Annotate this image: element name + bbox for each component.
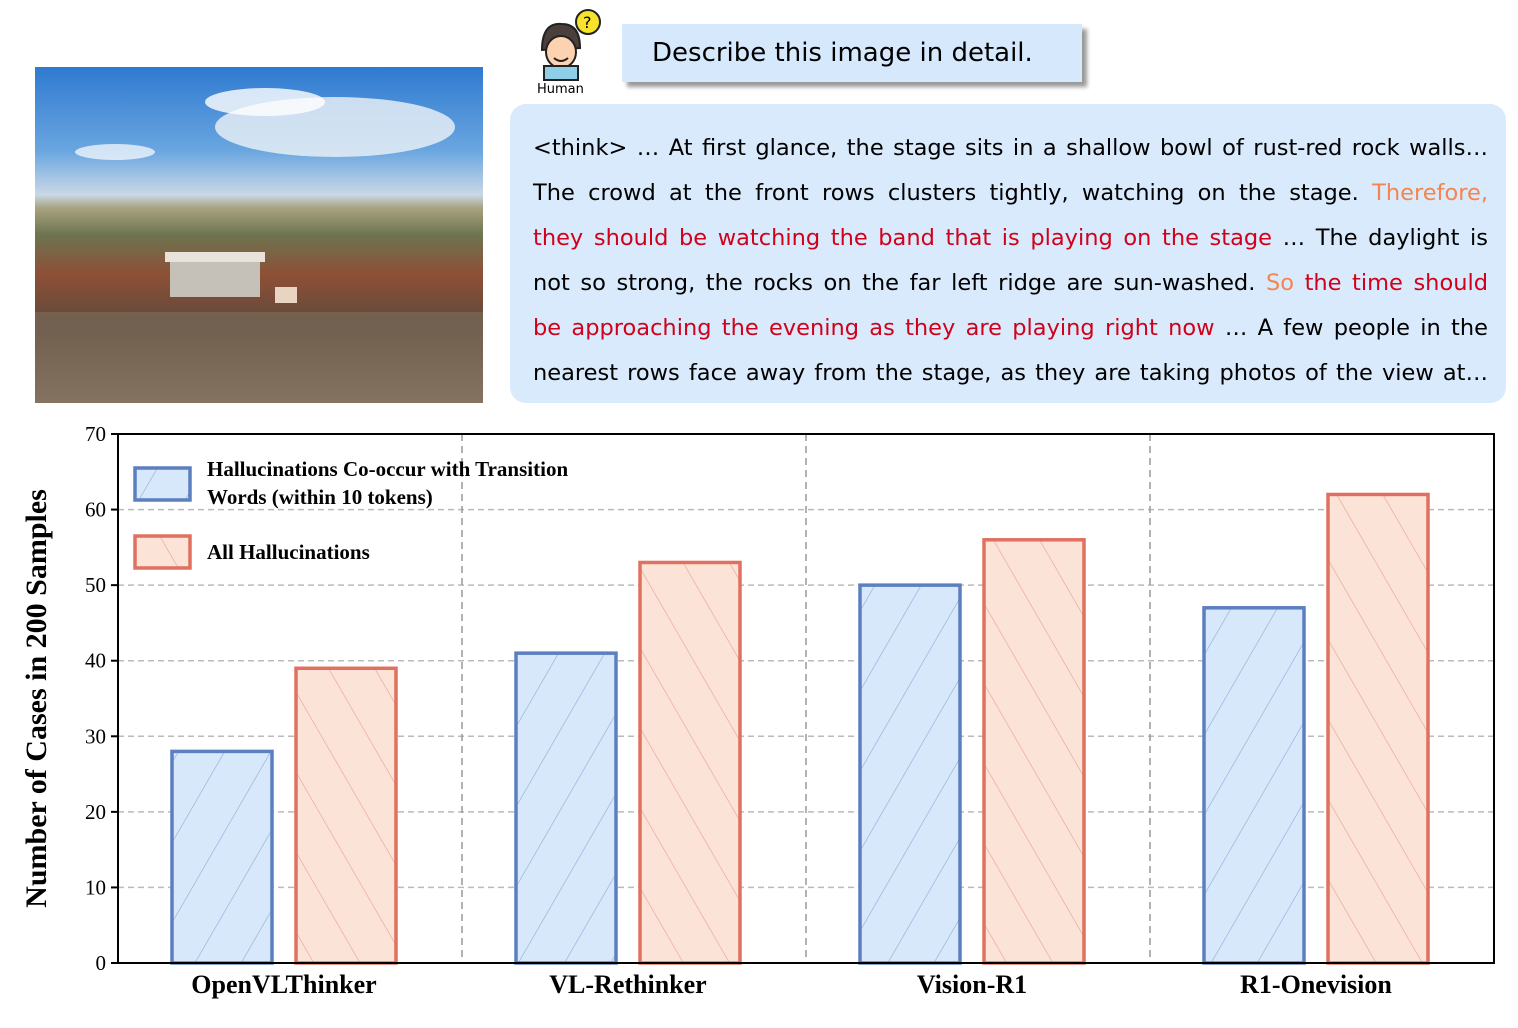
bar-transition-hallucinations — [1202, 606, 1306, 965]
y-tick-label: 50 — [85, 573, 106, 597]
response-segment: the time should — [1294, 270, 1489, 296]
prompt-bubble: Describe this image in detail. — [622, 24, 1082, 82]
legend-label: Hallucinations Co-occur with Transition — [207, 457, 568, 481]
amphitheater-illustration — [35, 88, 483, 403]
response-segment: be approaching the evening as they are p… — [533, 315, 1215, 341]
plot-frame — [117, 433, 1495, 964]
x-tick-label: R1-Onevision — [1240, 970, 1392, 999]
response-line: not so strong, the rocks on the far left… — [533, 261, 1488, 306]
bar-all-hallucinations — [638, 560, 742, 965]
response-segment: <think> … At first glance, the stage sit… — [533, 135, 1488, 161]
response-segment: they should be watching the band that is… — [533, 225, 1273, 251]
y-tick-label: 0 — [96, 951, 107, 975]
y-tick-label: 30 — [85, 724, 106, 748]
response-segment: Therefore, — [1372, 180, 1488, 206]
response-segment: So — [1265, 270, 1294, 296]
bar-transition-hallucinations — [170, 749, 274, 965]
human-avatar-icon: ? — [530, 8, 610, 100]
response-segment: … The daylight is — [1272, 225, 1488, 251]
response-line: <think> … At first glance, the stage sit… — [533, 126, 1488, 171]
legend-label: All Hallucinations — [207, 540, 370, 564]
response-bubble: <think> … At first glance, the stage sit… — [510, 104, 1506, 403]
response-segment: not so strong, the rocks on the far left… — [533, 270, 1266, 296]
legend-swatch — [133, 534, 192, 570]
response-line: be approaching the evening as they are p… — [533, 306, 1488, 351]
y-tick-label: 60 — [85, 498, 106, 522]
bar-transition-hallucinations — [514, 651, 618, 965]
legend-label: Words (within 10 tokens) — [207, 485, 433, 509]
concert-photo — [35, 67, 483, 403]
y-tick-label: 40 — [85, 649, 106, 673]
response-line: The crowd at the front rows clusters tig… — [533, 171, 1488, 216]
response-line: they should be watching the band that is… — [533, 216, 1488, 261]
bar-all-hallucinations — [1326, 492, 1430, 965]
legend-swatch — [133, 466, 192, 502]
bar-all-hallucinations — [294, 666, 398, 965]
bar-chart: 0 10 20 30 40 50 60 70 OpenVLThinker VL-Rethinker… — [20, 422, 1495, 999]
y-tick-label: 20 — [85, 800, 106, 824]
response-segment: … A few people in the — [1214, 315, 1488, 341]
y-axis-label: Number of Cases in 200 Samples — [20, 489, 53, 908]
bar-all-hallucinations — [982, 538, 1086, 965]
y-tick-label: 70 — [85, 422, 106, 446]
y-tick-label: 10 — [85, 875, 106, 899]
human-label: Human — [537, 82, 584, 97]
x-tick-label: OpenVLThinker — [191, 970, 376, 999]
response-line: nearest rows face away from the stage, a… — [533, 351, 1488, 396]
x-tick-label: Vision-R1 — [917, 970, 1027, 999]
x-tick-label: VL-Rethinker — [549, 970, 706, 999]
response-segment: The crowd at the front rows clusters tig… — [533, 180, 1373, 206]
bar-transition-hallucinations — [858, 583, 962, 965]
svg-text:?: ? — [583, 13, 592, 32]
response-segment: nearest rows face away from the stage, a… — [533, 360, 1488, 386]
